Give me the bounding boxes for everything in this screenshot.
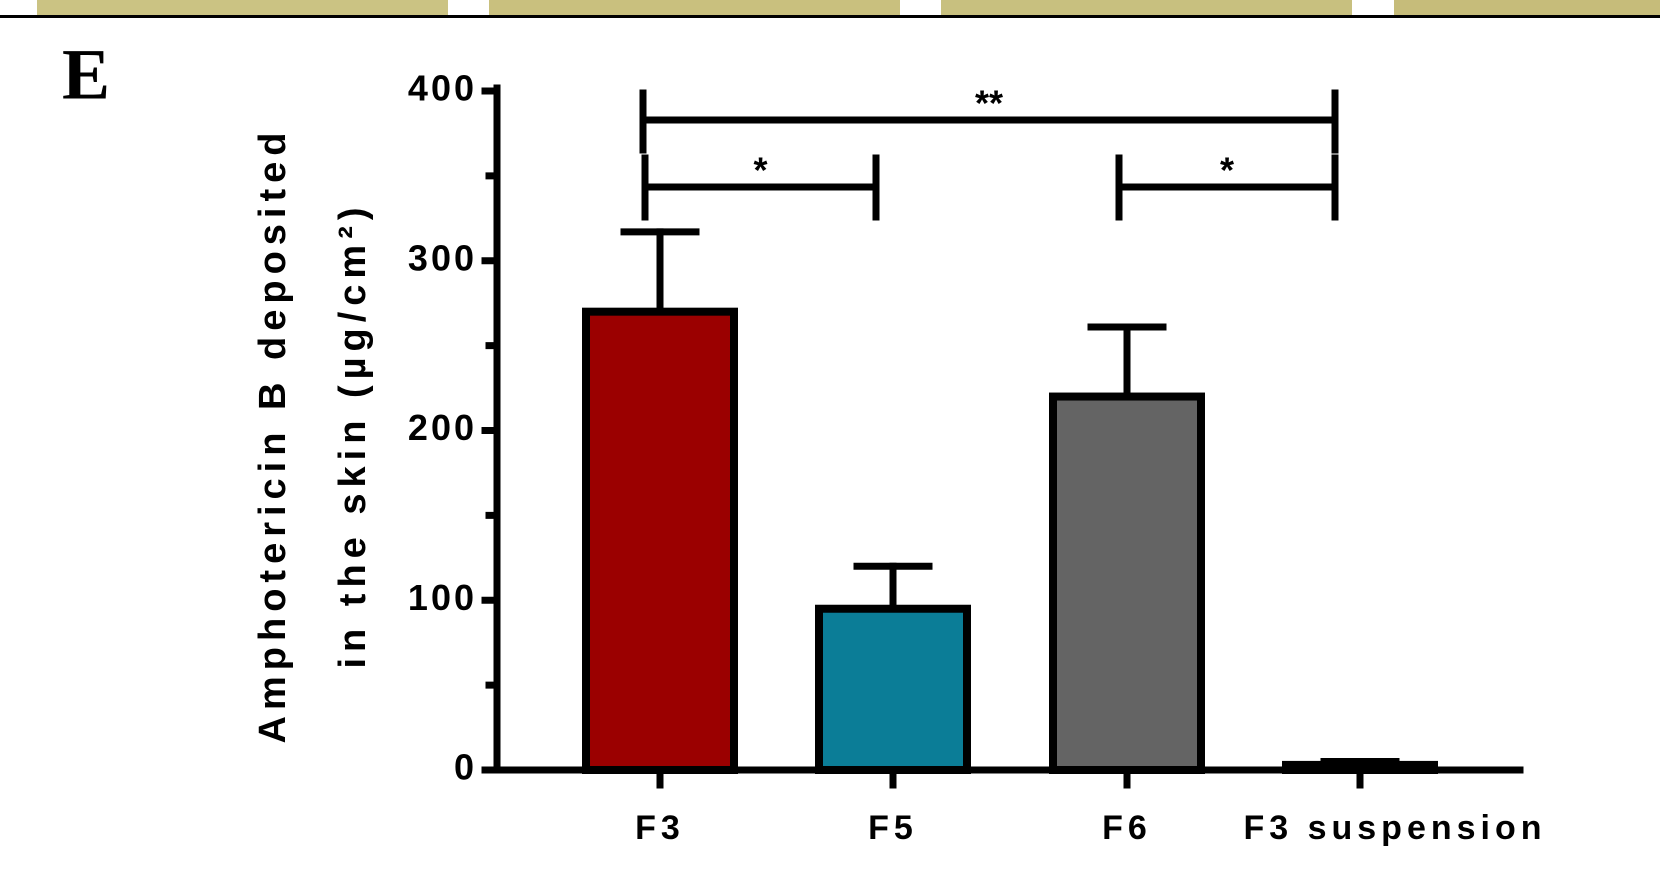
photo [1394,0,1660,15]
y-axis-label: in the skin (µg/cm²) [332,201,374,668]
bar [1053,397,1201,770]
chart: E Amphotericin B deposited in the skin (… [0,0,1660,891]
y-axis-label: Amphotericin B deposited [252,127,294,744]
bar [586,312,734,770]
photo [941,0,1352,15]
y-tick-label: 100 [408,577,477,618]
bar [819,609,967,770]
x-tick-label: F3 suspension [1243,809,1546,847]
x-tick-label: F3 [635,809,685,847]
panel-label: E [62,35,110,115]
x-tick-label: F5 [868,809,918,847]
y-tick-label: 0 [454,747,477,788]
significance-label: ** [975,83,1003,124]
photo [489,0,900,15]
y-tick-label: 200 [408,407,477,448]
photo [37,0,448,15]
x-tick-label: F6 [1102,809,1152,847]
y-tick-label: 400 [408,68,477,109]
significance-label: * [753,150,767,191]
y-tick-label: 300 [408,237,477,278]
significance-label: * [1220,150,1234,191]
photo-strip [0,0,1660,17]
